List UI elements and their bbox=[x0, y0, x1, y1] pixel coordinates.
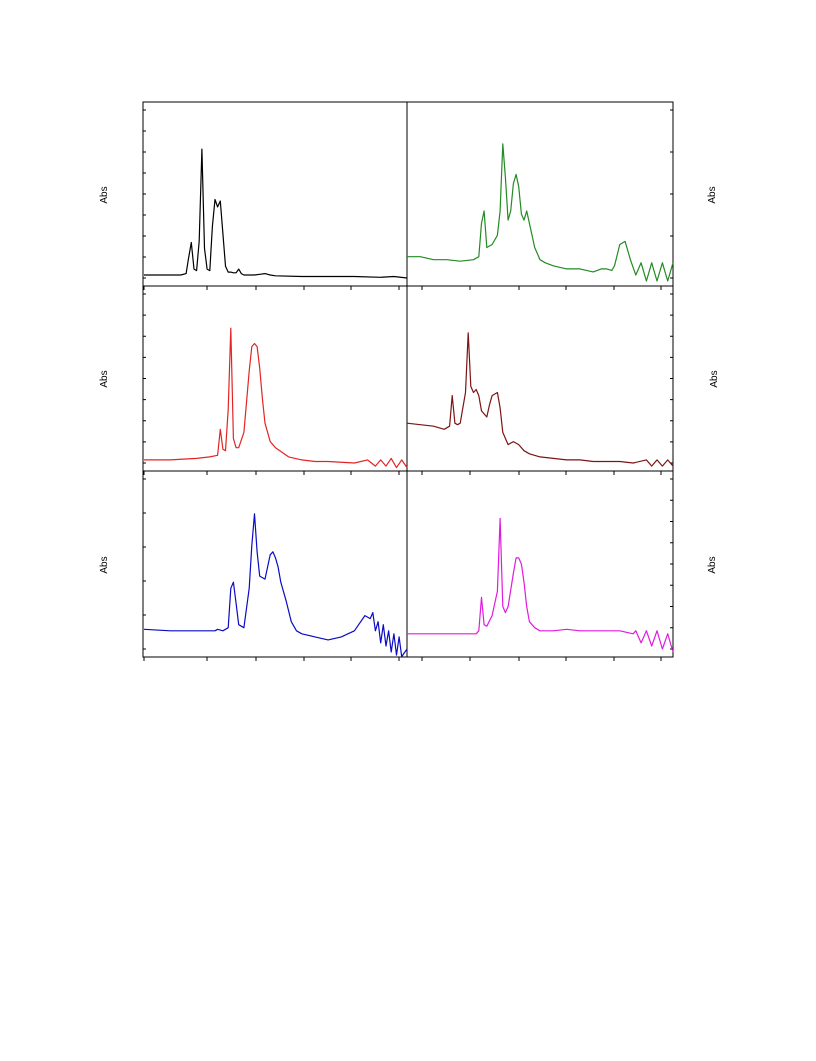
spectrum-line-bottom-left bbox=[143, 513, 408, 658]
panel-frame-bottom-right bbox=[406, 470, 674, 658]
y-axis-label-bottom-right: Abs bbox=[707, 556, 718, 574]
panel-frame-bottom-left bbox=[142, 470, 408, 658]
panel-frame-middle-right bbox=[406, 285, 674, 472]
panel-frame-middle-left bbox=[142, 285, 408, 472]
spectrum-line-top-left bbox=[144, 148, 408, 279]
spectrum-line-middle-left bbox=[144, 327, 408, 469]
y-axis-label-top-left: Abs bbox=[99, 186, 110, 204]
spectrum-line-top-right bbox=[407, 143, 674, 282]
spectrum-line-bottom-right bbox=[407, 517, 674, 653]
panel-frame-top-left bbox=[142, 101, 408, 287]
spectrum-line-middle-right bbox=[406, 332, 674, 467]
y-axis-label-top-right: Abs bbox=[707, 186, 718, 204]
y-axis-label-middle-left: Abs bbox=[99, 370, 110, 388]
y-axis-label-middle-right: Abs bbox=[709, 370, 720, 388]
y-axis-label-bottom-left: Abs bbox=[99, 556, 110, 574]
